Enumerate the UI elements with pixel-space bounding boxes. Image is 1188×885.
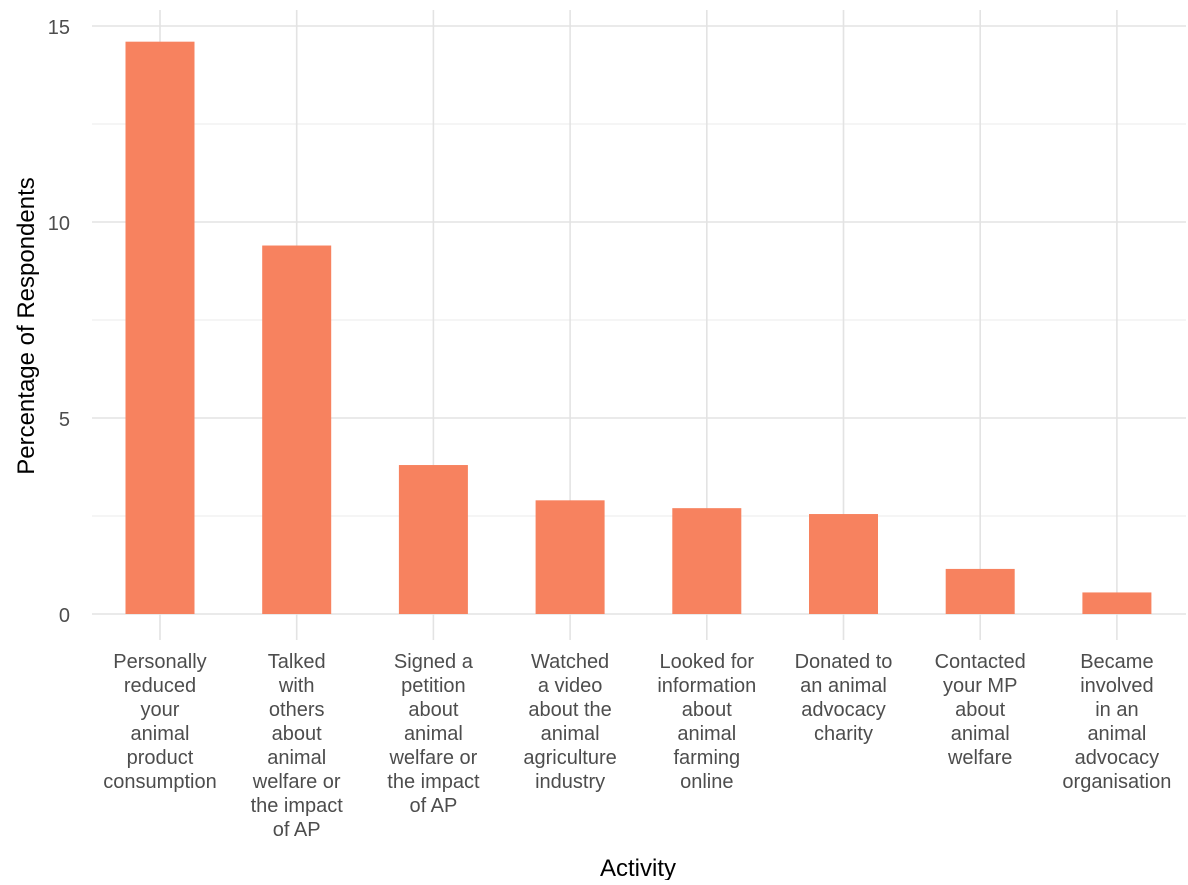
- x-tick-label-line: welfare: [947, 747, 1012, 769]
- bar-5: [672, 508, 742, 614]
- x-tick-label-line: product: [127, 747, 194, 769]
- bar-7: [945, 568, 1015, 614]
- x-tick-label-line: involved: [1080, 675, 1153, 697]
- bar-8: [1082, 592, 1152, 614]
- x-tick-label-line: reduced: [124, 675, 196, 697]
- y-axis: 0 5 10 15: [48, 17, 70, 627]
- x-tick-label-line: about the: [528, 699, 611, 721]
- x-tick-label-line: information: [657, 675, 756, 697]
- grid-layer: [92, 10, 1186, 640]
- x-tick-label-line: about: [682, 699, 732, 721]
- bar-1: [125, 41, 195, 615]
- x-tick-label-line: industry: [535, 771, 605, 793]
- x-axis-title: Activity: [600, 855, 676, 880]
- x-tick-label-line: in an: [1095, 699, 1138, 721]
- y-axis-title: Percentage of Respondents: [13, 177, 40, 475]
- x-tick-label-line: petition: [401, 675, 466, 697]
- bar-6: [809, 514, 878, 614]
- x-tick-label: Became involved in an animal advocacy organis…: [1062, 651, 1171, 793]
- x-tick-label: Talked with others about animal welfare or the…: [251, 651, 344, 841]
- x-tick-label-line: your: [141, 699, 180, 721]
- bar-3: [398, 465, 468, 614]
- bar-4: [535, 500, 605, 614]
- x-tick-label-line: animal: [951, 723, 1010, 745]
- x-tick-label-line: about: [955, 699, 1005, 721]
- x-tick-label-line: organisation: [1062, 771, 1171, 793]
- bar-2: [262, 245, 332, 614]
- x-tick-label-line: advocacy: [1075, 747, 1160, 769]
- x-tick-label-line: Contacted: [935, 651, 1026, 673]
- x-tick-label-line: Became: [1080, 651, 1153, 673]
- x-tick-label: Personally reduced your animal product consum…: [103, 651, 216, 793]
- x-tick-label: Looked for information about animal farming o…: [657, 651, 756, 793]
- x-tick-label-line: of AP: [409, 795, 457, 817]
- x-tick-label-line: animal: [131, 723, 190, 745]
- x-tick-label-line: the impact: [251, 795, 344, 817]
- x-tick-label-line: charity: [814, 723, 873, 745]
- x-tick-label-line: about: [272, 723, 322, 745]
- y-tick-label: 10: [48, 213, 70, 235]
- x-tick-label-line: online: [680, 771, 733, 793]
- x-tick-label-line: the impact: [387, 771, 480, 793]
- y-tick-label: 0: [59, 605, 70, 627]
- x-tick-label: Signed a petition about animal welfare or the…: [387, 651, 480, 817]
- x-tick-label-line: animal: [541, 723, 600, 745]
- x-tick-label-line: advocacy: [801, 699, 886, 721]
- x-tick-label-line: animal: [404, 723, 463, 745]
- x-tick-label-line: with: [278, 675, 315, 697]
- x-axis: Personally reduced your animal product consum…: [103, 651, 1171, 841]
- x-tick-label-line: animal: [267, 747, 326, 769]
- y-tick-label: 5: [59, 409, 70, 431]
- x-tick-label-line: others: [269, 699, 325, 721]
- x-tick-label-line: Signed a: [394, 651, 474, 673]
- x-tick-label-line: an animal: [800, 675, 887, 697]
- x-tick-label-line: farming: [673, 747, 740, 769]
- x-tick-label-line: Looked for: [660, 651, 755, 673]
- y-tick-label: 15: [48, 17, 70, 39]
- x-tick-label: Watched a video about the animal agriculture…: [523, 651, 616, 793]
- x-tick-label-line: about: [408, 699, 458, 721]
- x-tick-label-line: animal: [677, 723, 736, 745]
- x-tick-label-line: welfare or: [388, 747, 477, 769]
- x-tick-label-line: Watched: [531, 651, 609, 673]
- x-tick-label: Donated to an animal advocacy charity: [795, 651, 893, 745]
- bars-layer: [125, 41, 1152, 615]
- x-tick-label-line: your MP: [943, 675, 1017, 697]
- x-tick-label-line: agriculture: [523, 747, 616, 769]
- x-tick-label-line: animal: [1087, 723, 1146, 745]
- x-tick-label-line: Personally: [113, 651, 206, 673]
- x-tick-label-line: of AP: [273, 819, 321, 841]
- x-tick-label-line: welfare or: [252, 771, 341, 793]
- x-tick-label: Contacted your MP about animal welfare: [935, 651, 1026, 769]
- x-tick-label-line: consumption: [103, 771, 216, 793]
- x-tick-label-line: a video: [538, 675, 603, 697]
- x-tick-label-line: Donated to: [795, 651, 893, 673]
- x-tick-label-line: Talked: [268, 651, 326, 673]
